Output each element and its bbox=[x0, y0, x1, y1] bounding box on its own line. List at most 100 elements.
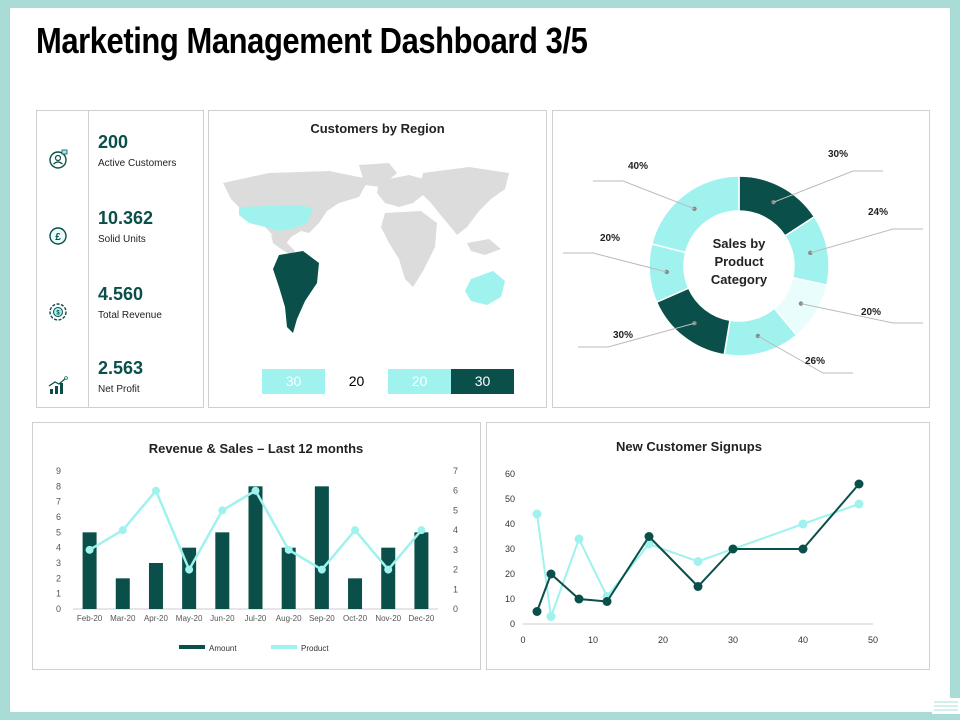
y-tick-label: 0 bbox=[510, 619, 515, 629]
x-tick-label: Oct-20 bbox=[343, 614, 368, 623]
map-region-southeast-asia bbox=[467, 239, 501, 255]
line-point bbox=[384, 565, 393, 574]
bar bbox=[314, 486, 329, 609]
y-tick-label: 50 bbox=[505, 494, 515, 504]
y-tick-label: 5 bbox=[56, 527, 61, 537]
x-tick-label: May-20 bbox=[176, 614, 203, 623]
y-tick-label: 0 bbox=[56, 604, 61, 614]
scatter-point bbox=[644, 532, 654, 541]
bar bbox=[148, 563, 163, 609]
y2-tick-label: 4 bbox=[453, 525, 458, 535]
donut-leader-line bbox=[578, 322, 695, 348]
x-tick-label: 0 bbox=[520, 635, 525, 645]
y-tick-label: 40 bbox=[505, 519, 515, 529]
map-region-usa bbox=[239, 205, 313, 231]
scatter-point bbox=[546, 612, 556, 621]
scatter-point bbox=[574, 594, 584, 604]
donut-slice bbox=[650, 175, 740, 254]
world-map bbox=[223, 163, 509, 333]
map-region-europe bbox=[377, 175, 431, 207]
bar bbox=[281, 547, 296, 609]
donut-data-label: 30% bbox=[828, 149, 848, 160]
bar bbox=[248, 486, 263, 609]
kpi-label: Active Customers bbox=[98, 158, 177, 169]
y-tick-label: 20 bbox=[505, 569, 515, 579]
map-panel: Customers by Region 30 20 20 30 bbox=[208, 110, 547, 408]
y-tick-label: 30 bbox=[505, 544, 515, 554]
legend-swatch-product bbox=[271, 645, 297, 649]
x-tick-label: Dec-20 bbox=[409, 614, 435, 623]
map-legend: 30 20 20 30 bbox=[262, 363, 514, 394]
donut-leader-dot bbox=[771, 200, 776, 205]
line-point bbox=[351, 526, 360, 535]
donut-data-label: 20% bbox=[861, 307, 881, 318]
scatter-point bbox=[798, 519, 808, 529]
bar bbox=[82, 532, 97, 609]
map-region-central-america bbox=[271, 235, 295, 255]
scatter-point bbox=[693, 582, 703, 591]
y2-tick-label: 0 bbox=[453, 604, 458, 614]
donut-data-label: 26% bbox=[805, 356, 825, 367]
scatter-point bbox=[798, 544, 808, 554]
scatter-point bbox=[728, 544, 738, 554]
line-point bbox=[417, 526, 426, 535]
legend-label-amount: Amount bbox=[209, 644, 237, 653]
bar bbox=[381, 547, 396, 609]
y-tick-label: 1 bbox=[56, 589, 61, 599]
chart-title: Revenue & Sales – Last 12 months bbox=[149, 441, 364, 456]
donut-leader-line bbox=[757, 335, 853, 374]
donut-data-label: 20% bbox=[600, 233, 620, 244]
donut-panel: Sales by Product Category 30% 24% 20% 26% 30% 20… bbox=[552, 110, 930, 408]
donut-leader-dot bbox=[755, 333, 761, 339]
kpi-net-profit: 2.563 Net Profit bbox=[36, 356, 236, 426]
revenue-sales-chart: Revenue & Sales – Last 12 months 0 1 2 3 4 5 6 7… bbox=[56, 441, 458, 653]
map-title: Customers by Region bbox=[310, 121, 445, 136]
line-point bbox=[185, 565, 194, 574]
y2-tick-label: 1 bbox=[453, 584, 458, 594]
y2-tick-label: 3 bbox=[453, 545, 458, 555]
donut-chart: Sales by Product Category 30% 24% 20% 26% 30% 20… bbox=[563, 149, 923, 374]
corner-decoration bbox=[932, 698, 960, 714]
revenue-panel: Revenue & Sales – Last 12 months 0 1 2 3 4 5 6 7… bbox=[32, 422, 481, 670]
x-tick-label: Feb-20 bbox=[77, 614, 103, 623]
map-region-africa bbox=[381, 211, 437, 287]
scatter-point bbox=[574, 534, 584, 544]
donut-leader-dot bbox=[692, 206, 697, 211]
kpi-solid-units: £ 10.362 Solid Units bbox=[36, 206, 236, 276]
donut-data-label: 40% bbox=[628, 161, 648, 172]
kpi-value: 10.362 bbox=[98, 208, 154, 228]
kpi-label: Net Profit bbox=[98, 384, 140, 395]
kpi-label: Total Revenue bbox=[98, 310, 162, 321]
y2-tick-label: 5 bbox=[453, 505, 458, 515]
donut-leader-line bbox=[800, 303, 923, 324]
line-point bbox=[118, 526, 127, 535]
growth-chart-icon bbox=[48, 376, 68, 394]
x-tick-label: Jun-20 bbox=[210, 614, 235, 623]
scatter-point bbox=[854, 499, 864, 509]
line-point bbox=[85, 545, 94, 554]
revenue-gear-icon: $ bbox=[49, 303, 67, 321]
y-tick-label: 3 bbox=[56, 558, 61, 568]
y2-tick-label: 2 bbox=[453, 565, 458, 575]
y-tick-label: 6 bbox=[56, 512, 61, 522]
kpi-value: 2.563 bbox=[98, 358, 144, 378]
donut-data-label: 30% bbox=[613, 330, 633, 341]
y2-tick-label: 6 bbox=[453, 486, 458, 496]
x-tick-label: Sep-20 bbox=[309, 614, 335, 623]
x-tick-label: 30 bbox=[728, 635, 738, 645]
map-region-south-america bbox=[273, 251, 319, 333]
map-legend-item: 30 bbox=[451, 369, 514, 394]
svg-text:£: £ bbox=[55, 232, 61, 243]
donut-leader-line bbox=[773, 170, 883, 203]
scatter-point bbox=[693, 557, 703, 566]
page-title: Marketing Management Dashboard 3/5 bbox=[36, 20, 588, 61]
legend-label-product: Product bbox=[301, 644, 329, 653]
y-tick-label: 2 bbox=[56, 573, 61, 583]
donut-leader-line bbox=[810, 228, 923, 254]
scatter-point bbox=[854, 479, 864, 489]
line-point bbox=[218, 506, 227, 515]
scatter-point bbox=[546, 569, 556, 579]
signups-panel: New Customer Signups 0 10 20 30 40 50 60 0 10 20 30… bbox=[486, 422, 930, 670]
y-tick-label: 60 bbox=[505, 469, 515, 479]
y-tick-label: 8 bbox=[56, 481, 61, 491]
